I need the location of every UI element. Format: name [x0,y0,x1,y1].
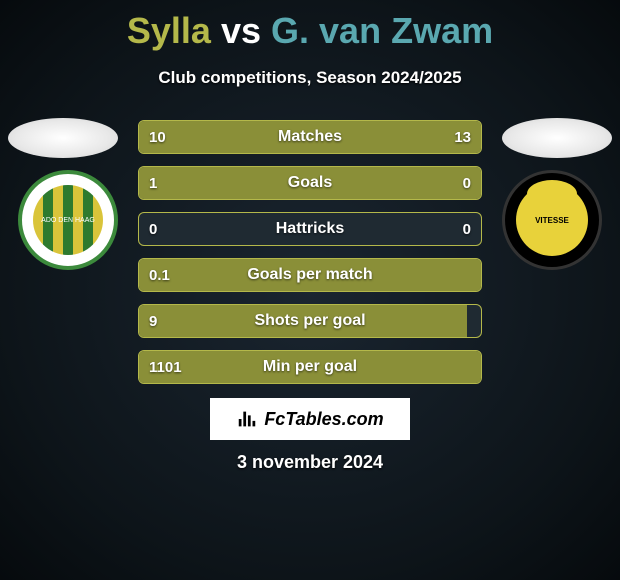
metric-value-right [461,305,481,337]
player2-name: G. van Zwam [271,10,493,51]
metric-value-right: 0 [453,213,481,245]
metric-value-right [461,259,481,291]
page-title: Sylla vs G. van Zwam [0,0,620,52]
metric-value-right [461,351,481,383]
metric-value-left: 0 [139,213,167,245]
branding: FcTables.com [210,398,410,440]
subtitle: Club competitions, Season 2024/2025 [0,68,620,88]
comparison-bars: Matches1013Goals10Hattricks00Goals per m… [138,120,482,396]
metric-label: Hattricks [139,213,481,245]
metric-row: Goals1 0 [138,166,482,200]
metric-value-right: 0 [453,167,481,199]
player2-avatar-placeholder [502,118,612,158]
metric-row: Matches10 13 [138,120,482,154]
club-right-badge: VITESSE [516,184,588,256]
metric-value-left: 1101 [139,351,192,383]
metric-value-left: 10 [139,121,176,153]
metric-value-left: 1 [139,167,167,199]
branding-text: FcTables.com [264,409,383,430]
club-logo-left: ADO DEN HAAG [18,170,118,270]
metric-value-left: 0.1 [139,259,180,291]
player1-name: Sylla [127,10,211,51]
metric-label: Matches [139,121,481,153]
metric-row: Min per goal1101 [138,350,482,384]
vs-label: vs [221,10,261,51]
metric-value-left: 9 [139,305,167,337]
metric-label: Goals [139,167,481,199]
player1-avatar-placeholder [8,118,118,158]
metric-row: Goals per match0.1 [138,258,482,292]
chart-icon [236,408,258,430]
metric-value-right: 13 [444,121,481,153]
metric-label: Goals per match [139,259,481,291]
metric-label: Shots per goal [139,305,481,337]
date-label: 3 november 2024 [0,452,620,473]
metric-row: Hattricks0 0 [138,212,482,246]
club-logo-right: VITESSE [502,170,602,270]
club-left-badge: ADO DEN HAAG [33,185,103,255]
metric-row: Shots per goal9 [138,304,482,338]
